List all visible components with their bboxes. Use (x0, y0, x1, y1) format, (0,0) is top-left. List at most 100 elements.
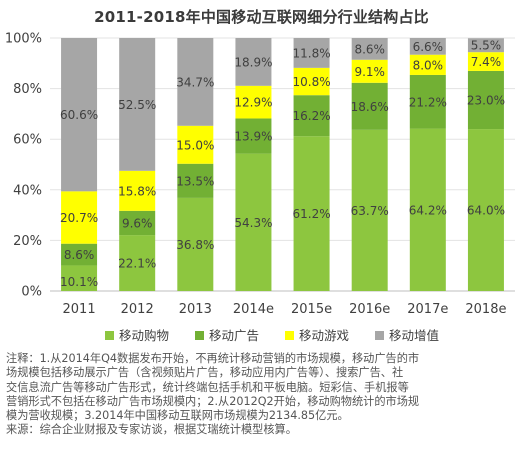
legend-swatch (285, 331, 294, 340)
bar-segment (61, 38, 98, 192)
data-label: 6.6% (413, 40, 444, 54)
x-tick-label: 2017e (407, 302, 448, 317)
bar-segment (119, 235, 156, 291)
bar-segment (235, 118, 272, 154)
bar-segment (293, 95, 330, 137)
data-label: 21.2% (409, 95, 447, 109)
data-label: 10.8% (293, 75, 331, 89)
data-label: 54.3% (234, 216, 272, 230)
footnote-line: 注释：1.从2014年Q4数据发布开始，不再统计移动营销的市场规模，移动广告的市 (6, 352, 420, 365)
bar-segment (351, 129, 388, 291)
footnote-line: 营销形式不包括在移动广告市场规模内；2.从2012Q2开始，移动购物统计的市场规 (6, 394, 420, 408)
bar-segment (409, 128, 446, 291)
bar-segment (61, 191, 98, 244)
data-labels: 10.1% 8.6% 20.7% 60.6% 22.1% 9.6% 15.8% 52.5% 36… (60, 39, 505, 289)
bar-segment (351, 59, 388, 83)
x-tick-label: 2011 (63, 302, 96, 317)
y-tick-label: 0% (21, 285, 42, 300)
data-label: 64.2% (409, 203, 447, 217)
data-label: 36.8% (176, 238, 214, 252)
source-line: 来源：综合企业财报及专家访谈，根据艾瑞统计模型核算。 (6, 423, 297, 437)
legend: 移动购物 移动广告 移动游戏 移动增值 (105, 328, 439, 343)
data-label: 5.5% (471, 39, 502, 53)
x-tick-label: 2016e (349, 302, 390, 317)
data-label: 8.0% (413, 58, 444, 72)
data-label: 64.0% (467, 204, 505, 218)
data-label: 10.1% (60, 275, 98, 289)
bar-segment (119, 210, 156, 236)
data-label: 61.2% (293, 207, 331, 221)
bar-segment (119, 170, 156, 211)
data-label: 15.0% (176, 138, 214, 152)
bar-segment (235, 85, 272, 119)
stacked-bar-chart: 0% 20% 40% 60% 80% 100% 10.1% 8.6% 20.7% 60.6% 22… (5, 32, 515, 343)
data-label: 18.9% (234, 55, 272, 69)
data-label: 8.6% (64, 248, 95, 262)
x-tick-label: 2012 (121, 302, 154, 317)
bar-segment (235, 38, 272, 86)
bar-segment (293, 38, 330, 68)
data-label: 8.6% (354, 42, 385, 56)
data-label: 23.0% (467, 93, 505, 107)
bar-segment (293, 67, 330, 96)
legend-label: 移动增值 (389, 328, 439, 343)
legend-label: 移动游戏 (299, 328, 349, 343)
chart-title: 2011-2018年中国移动互联网细分行业结构占比 (94, 8, 429, 26)
x-axis-ticks: 2011 2012 2013 2014e 2015e 2016e 2017e 2018e (63, 302, 507, 317)
bar-segment (293, 136, 330, 291)
data-label: 60.6% (60, 108, 98, 122)
data-label: 12.9% (234, 96, 272, 110)
data-label: 63.7% (351, 204, 389, 218)
x-tick-label: 2015e (291, 302, 332, 317)
bar-segment (177, 197, 214, 291)
y-tick-label: 80% (13, 82, 42, 97)
data-label: 11.8% (293, 46, 331, 60)
data-label: 22.1% (118, 257, 156, 271)
data-label: 9.1% (354, 65, 385, 79)
bar-segment (467, 38, 504, 53)
data-label: 34.7% (176, 75, 214, 89)
data-label: 15.8% (118, 184, 156, 198)
bar-segment (61, 265, 98, 291)
footnote-line: 交信息流广告等移动广告形式，统计终端包括手机和平板电脑。短彩信、手机报等 (6, 380, 409, 394)
bar-segment (409, 54, 446, 75)
bar-segment (177, 163, 214, 198)
bar-segment (467, 52, 504, 71)
bar-segment (119, 38, 156, 171)
footnote-line: 场规模包括移动展示广告（含视频贴片广告，移动应用内广告等）、搜索广告、社 (6, 366, 404, 380)
data-label: 16.2% (293, 109, 331, 123)
data-label: 9.6% (122, 216, 153, 230)
data-label: 20.7% (60, 211, 98, 225)
bar-segment (467, 129, 504, 291)
data-label: 18.6% (351, 100, 389, 114)
data-label: 13.9% (234, 130, 272, 144)
data-label: 7.4% (471, 55, 502, 69)
x-tick-label: 2013 (179, 302, 212, 317)
bar-segment (351, 38, 388, 60)
footnote: 注释：1.从2014年Q4数据发布开始，不再统计移动营销的市场规模，移动广告的市… (6, 352, 518, 438)
bar-segment (409, 38, 446, 55)
x-tick-label: 2018e (465, 302, 506, 317)
bar-segment (177, 125, 214, 164)
footnote-line: 模为营收规模；3.2014年中国移动互联网市场规模为2134.85亿元。 (6, 409, 349, 423)
bar-segment (467, 70, 504, 130)
bar-segment (177, 38, 214, 126)
bar-segment (61, 243, 98, 266)
y-tick-label: 60% (13, 133, 42, 148)
y-axis-ticks: 0% 20% 40% 60% 80% 100% (5, 32, 42, 300)
y-tick-label: 100% (5, 32, 42, 47)
legend-swatch (195, 331, 204, 340)
legend-swatch (105, 331, 114, 340)
bars (61, 38, 504, 291)
x-tick-label: 2014e (233, 302, 274, 317)
y-tick-label: 20% (13, 234, 42, 249)
legend-label: 移动购物 (119, 328, 169, 343)
y-tick-label: 40% (13, 183, 42, 198)
legend-label: 移动广告 (209, 328, 259, 343)
data-label: 13.5% (176, 174, 214, 188)
legend-swatch (375, 331, 384, 340)
data-label: 52.5% (118, 98, 156, 112)
bar-segment (409, 74, 446, 129)
bar-segment (351, 82, 388, 130)
bar-segment (235, 153, 272, 291)
